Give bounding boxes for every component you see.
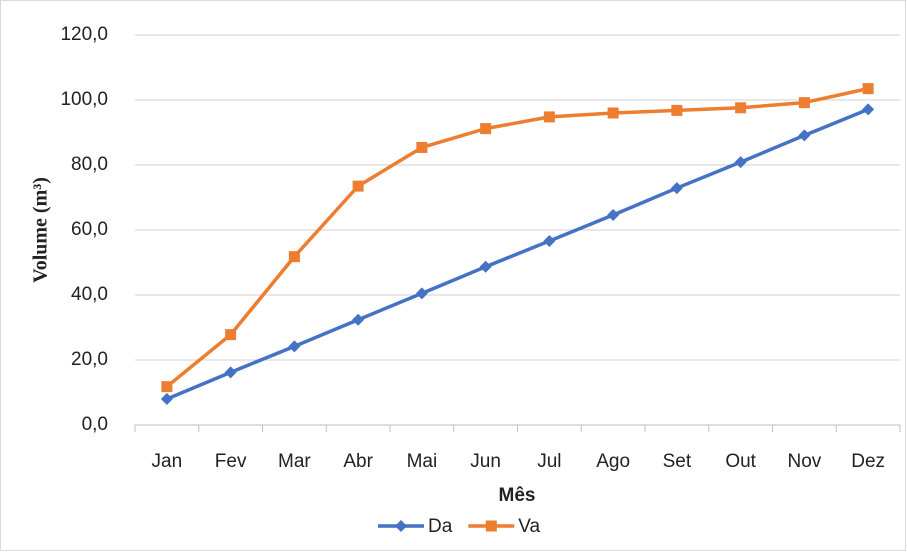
x-tick-label: Jul bbox=[537, 451, 561, 472]
data-point bbox=[225, 329, 237, 341]
x-axis-title: Mês bbox=[499, 485, 536, 506]
x-tick-label: Out bbox=[725, 451, 756, 472]
data-point bbox=[543, 111, 555, 123]
data-point bbox=[798, 97, 810, 109]
y-tick-label: 120,0 bbox=[60, 24, 108, 45]
y-tick-label: 0,0 bbox=[82, 414, 108, 435]
x-tick-label: Mar bbox=[278, 451, 311, 472]
series-line bbox=[166, 107, 869, 401]
data-point bbox=[352, 313, 365, 326]
x-tick-label: Mai bbox=[407, 451, 438, 472]
x-tick-label: Set bbox=[663, 451, 692, 472]
y-tick-label: 20,0 bbox=[71, 349, 108, 370]
legend-marker bbox=[395, 520, 407, 532]
data-point bbox=[607, 107, 619, 119]
y-tick-label: 40,0 bbox=[71, 284, 108, 305]
x-tick-label: Jan bbox=[152, 451, 183, 472]
x-tick-label: Ago bbox=[596, 451, 630, 472]
data-point bbox=[862, 103, 875, 116]
data-point bbox=[479, 260, 492, 273]
data-point bbox=[480, 123, 492, 135]
data-point bbox=[288, 340, 301, 353]
legend-label: Da bbox=[428, 516, 453, 537]
x-tick-label: Fev bbox=[215, 451, 247, 472]
data-point bbox=[862, 83, 874, 95]
legend-marker bbox=[485, 520, 497, 532]
data-point bbox=[734, 156, 747, 169]
y-axis-title: Volume (m³) bbox=[30, 177, 52, 283]
data-point bbox=[798, 129, 811, 142]
data-point bbox=[288, 251, 300, 263]
y-tick-label: 80,0 bbox=[71, 154, 108, 175]
x-tick-label: Dez bbox=[851, 451, 885, 472]
data-point bbox=[607, 209, 620, 222]
data-point bbox=[161, 381, 173, 393]
legend-label: Va bbox=[518, 516, 540, 537]
data-point bbox=[415, 287, 428, 300]
data-point bbox=[670, 182, 683, 195]
data-point bbox=[543, 235, 556, 248]
data-point bbox=[224, 366, 237, 379]
y-tick-label: 60,0 bbox=[71, 219, 108, 240]
data-point bbox=[671, 104, 683, 116]
x-tick-label: Nov bbox=[787, 451, 821, 472]
data-point bbox=[160, 393, 173, 405]
series-line bbox=[165, 86, 869, 389]
data-point bbox=[352, 180, 364, 192]
x-tick-label: Abr bbox=[343, 451, 373, 472]
y-tick-label: 100,0 bbox=[60, 89, 108, 110]
data-point bbox=[416, 141, 428, 153]
x-tick-label: Jun bbox=[470, 451, 501, 472]
data-point bbox=[735, 102, 747, 114]
